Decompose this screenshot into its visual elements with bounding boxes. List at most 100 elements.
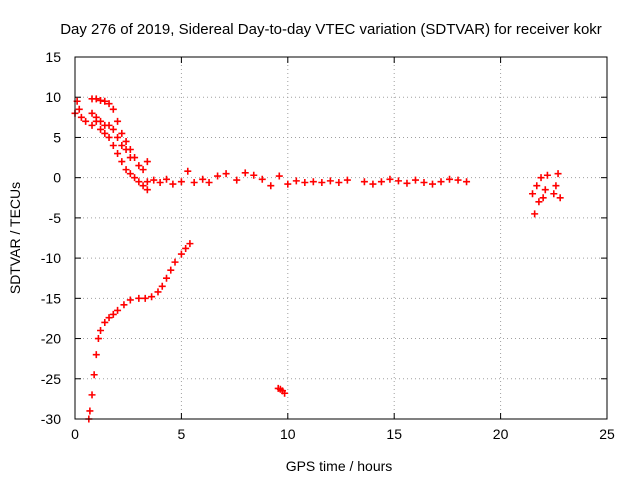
data-point [533, 182, 541, 190]
data-point [343, 176, 351, 184]
data-point [131, 174, 139, 182]
x-axis-label: GPS time / hours [286, 458, 393, 474]
data-point [420, 178, 428, 186]
data-point [403, 179, 411, 187]
grid [75, 57, 607, 419]
data-point [292, 177, 300, 185]
data-point [135, 294, 143, 302]
data-point [205, 178, 213, 186]
data-point [105, 100, 113, 108]
data-point [118, 129, 126, 137]
data-point [92, 95, 100, 103]
axis-ticks: 0 5 10 15 20 25 -30 -25 -20 -15 -10 -5 0 5 10 15 [41, 49, 615, 442]
y-tick-label: -15 [41, 290, 61, 306]
data-point [158, 282, 166, 290]
y-tick-label: 15 [45, 49, 61, 65]
data-point [531, 210, 539, 218]
data-point [199, 175, 207, 183]
data-point [122, 137, 130, 145]
data-point [90, 371, 98, 379]
x-tick-label: 0 [71, 426, 79, 442]
data-point [92, 351, 100, 359]
data-point [241, 169, 249, 177]
x-tick-label: 10 [280, 426, 296, 442]
series-3 [143, 167, 471, 190]
series-5 [85, 240, 194, 423]
data-point [143, 186, 151, 194]
data-point [171, 258, 179, 266]
data-point [454, 176, 462, 184]
data-point [539, 194, 547, 202]
data-point [109, 105, 117, 113]
data-point [326, 177, 334, 185]
data-point [139, 182, 147, 190]
data-point [114, 306, 122, 314]
data-point [233, 176, 241, 184]
series-6 [274, 384, 289, 397]
data-point [167, 266, 175, 274]
data-point [552, 182, 560, 190]
data-point [335, 178, 343, 186]
y-tick-label: -10 [41, 250, 61, 266]
data-point [190, 178, 198, 186]
data-point [105, 314, 113, 322]
data-point [118, 141, 126, 149]
data-point [94, 335, 102, 343]
data-point [114, 133, 122, 141]
data-point [377, 178, 385, 186]
data-point [446, 175, 454, 183]
data-point [177, 178, 185, 186]
data-point [214, 172, 222, 180]
data-point [556, 194, 564, 202]
data-point [118, 158, 126, 166]
data-point [143, 178, 151, 186]
y-tick-label: 10 [45, 89, 61, 105]
data-point [411, 176, 419, 184]
data-point [135, 178, 143, 186]
data-point [101, 129, 109, 137]
data-point [143, 158, 151, 166]
data-point [109, 141, 117, 149]
data-point [554, 170, 562, 178]
data-point [177, 250, 185, 258]
data-point [82, 117, 90, 125]
data-point [154, 288, 162, 296]
data-point [529, 190, 537, 198]
data-point [109, 125, 117, 133]
data-points [71, 95, 564, 423]
data-point [122, 166, 130, 174]
series-2 [88, 109, 134, 162]
data-point [429, 180, 437, 188]
data-point [437, 178, 445, 186]
plot-border [74, 56, 608, 420]
data-point [101, 97, 109, 105]
data-point [369, 180, 377, 188]
data-point [386, 175, 394, 183]
x-tick-label: 25 [599, 426, 615, 442]
data-point [360, 178, 368, 186]
x-tick-label: 5 [178, 426, 186, 442]
data-point [114, 150, 122, 158]
x-tick-label: 20 [493, 426, 509, 442]
data-point [120, 301, 128, 309]
data-point [301, 178, 309, 186]
y-tick-label: -25 [41, 371, 61, 387]
data-point [88, 121, 96, 129]
data-point [318, 178, 326, 186]
data-point [139, 166, 147, 174]
x-tick-label: 15 [386, 426, 402, 442]
data-point [105, 121, 113, 129]
data-point [267, 182, 275, 190]
series-4 [529, 170, 564, 218]
data-point [394, 177, 402, 185]
data-point [275, 172, 283, 180]
series-0 [71, 97, 151, 194]
data-point [105, 133, 113, 141]
data-point [537, 174, 545, 182]
data-point [92, 113, 100, 121]
series-1 [88, 95, 151, 174]
data-point [186, 240, 194, 248]
chart-title: Day 276 of 2019, Sidereal Day-to-day VTE… [60, 21, 602, 38]
y-tick-label: -5 [49, 210, 62, 226]
